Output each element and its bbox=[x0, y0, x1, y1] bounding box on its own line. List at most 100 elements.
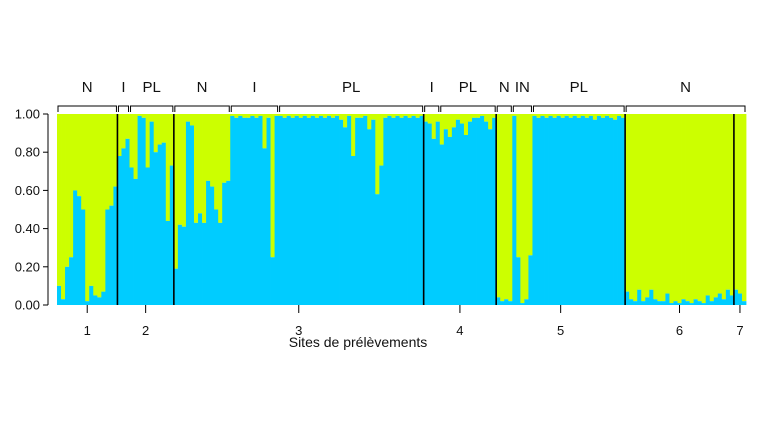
bar-cluster-blue bbox=[294, 115, 300, 305]
bar-cluster-green bbox=[149, 114, 155, 122]
bar-cluster-blue bbox=[214, 209, 219, 305]
bar-cluster-blue bbox=[339, 119, 344, 305]
bar-cluster-blue bbox=[282, 117, 288, 305]
bar-cluster-green bbox=[258, 114, 263, 116]
bar-cluster-blue bbox=[451, 127, 457, 306]
bar-cluster-green bbox=[250, 114, 255, 116]
bar-cluster-green bbox=[129, 114, 134, 168]
bar-cluster-blue bbox=[153, 152, 159, 305]
bar-cluster-green bbox=[407, 114, 412, 118]
bar-cluster-blue bbox=[467, 121, 473, 305]
bar-cluster-blue bbox=[395, 115, 400, 305]
bar-cluster-blue bbox=[101, 291, 106, 305]
bar-cluster-green bbox=[310, 114, 316, 116]
bar-cluster-green bbox=[496, 114, 501, 298]
bar-cluster-blue bbox=[431, 138, 437, 305]
bar-cluster-green bbox=[592, 114, 598, 120]
bar-cluster-blue bbox=[492, 117, 497, 305]
bar-cluster-green bbox=[326, 114, 332, 116]
group-bracket bbox=[440, 105, 496, 112]
group-bracket bbox=[496, 105, 512, 112]
bar-cluster-blue bbox=[242, 117, 247, 305]
bar-cluster-green bbox=[621, 114, 626, 118]
bar-cluster-green bbox=[733, 114, 739, 290]
bar-cluster-blue bbox=[701, 303, 707, 305]
bar-cluster-blue bbox=[141, 117, 147, 305]
bar-cluster-green bbox=[625, 114, 630, 292]
bar-cluster-green bbox=[165, 114, 171, 221]
bar-cluster-green bbox=[379, 114, 384, 166]
site-label: 2 bbox=[142, 323, 149, 338]
bar-cluster-green bbox=[411, 114, 417, 116]
bar-cluster-green bbox=[242, 114, 247, 118]
bar-cluster-green bbox=[246, 114, 251, 118]
site-separators bbox=[116, 114, 735, 305]
bar-cluster-green bbox=[189, 114, 195, 126]
bar-cluster-green bbox=[721, 114, 727, 300]
bar-cluster-green bbox=[685, 114, 690, 302]
site-label: 4 bbox=[456, 323, 463, 338]
bar-cluster-green bbox=[173, 114, 179, 269]
bar-cluster-blue bbox=[411, 115, 417, 305]
bar-cluster-green bbox=[693, 114, 699, 300]
bar-cluster-green bbox=[729, 114, 735, 296]
bar-cluster-blue bbox=[697, 301, 703, 305]
bar-cluster-blue bbox=[613, 119, 618, 305]
bar-cluster-blue bbox=[685, 301, 690, 305]
bar-cluster-green bbox=[77, 114, 82, 197]
bar-cluster-green bbox=[234, 114, 239, 118]
bar-cluster-green bbox=[604, 114, 610, 116]
bar-cluster-green bbox=[580, 114, 586, 116]
bar-cluster-blue bbox=[540, 115, 545, 305]
bar-cluster-green bbox=[169, 114, 175, 166]
bar-cluster-blue bbox=[488, 129, 493, 305]
bar-cluster-green bbox=[214, 114, 219, 210]
site-label: 7 bbox=[736, 323, 743, 338]
bars-layer bbox=[57, 114, 747, 306]
bar-cluster-green bbox=[93, 114, 98, 296]
bar-cluster-blue bbox=[343, 127, 348, 306]
bar-cluster-green bbox=[637, 114, 642, 290]
bar-cluster-green bbox=[222, 114, 227, 183]
group-label: I bbox=[430, 79, 434, 96]
bar-cluster-blue bbox=[133, 178, 138, 305]
bar-cluster-green bbox=[121, 114, 126, 149]
bar-cluster-green bbox=[564, 114, 570, 116]
bar-cluster-green bbox=[330, 114, 336, 118]
bar-cluster-green bbox=[536, 114, 541, 118]
bar-cluster-green bbox=[383, 114, 388, 118]
bar-cluster-blue bbox=[93, 295, 98, 305]
bar-cluster-green bbox=[375, 114, 380, 195]
bar-cluster-green bbox=[137, 114, 143, 116]
x-axis-site-labels: 1 2 3 4 5 6 7 bbox=[84, 305, 744, 338]
bar-cluster-green bbox=[161, 114, 167, 143]
bar-cluster-green bbox=[355, 114, 360, 118]
bar-cluster-blue bbox=[230, 115, 235, 305]
bar-cluster-blue bbox=[548, 115, 553, 305]
bar-cluster-blue bbox=[472, 117, 477, 305]
bar-cluster-blue bbox=[649, 289, 654, 305]
bar-cluster-blue bbox=[330, 117, 336, 305]
bar-cluster-green bbox=[435, 114, 441, 122]
bar-cluster-blue bbox=[717, 293, 723, 305]
bar-cluster-blue bbox=[709, 301, 715, 305]
group-bracket bbox=[532, 105, 625, 112]
bar-cluster-green bbox=[552, 114, 558, 118]
group-bracket bbox=[174, 105, 230, 112]
bar-cluster-green bbox=[451, 114, 457, 128]
group-label: PL bbox=[570, 79, 588, 96]
bar-cluster-blue bbox=[524, 299, 529, 305]
bar-cluster-blue bbox=[693, 299, 699, 305]
bar-cluster-blue bbox=[729, 295, 735, 305]
bar-cluster-blue bbox=[157, 144, 163, 305]
bar-cluster-green bbox=[347, 114, 352, 116]
bar-cluster-blue bbox=[105, 209, 110, 305]
bar-cluster-green bbox=[512, 114, 517, 116]
bar-cluster-blue bbox=[621, 117, 626, 305]
bar-cluster-blue bbox=[226, 180, 231, 305]
bar-cluster-green bbox=[713, 114, 719, 298]
bar-cluster-blue bbox=[81, 209, 86, 305]
bar-cluster-blue bbox=[129, 167, 134, 305]
bar-cluster-blue bbox=[97, 297, 102, 305]
